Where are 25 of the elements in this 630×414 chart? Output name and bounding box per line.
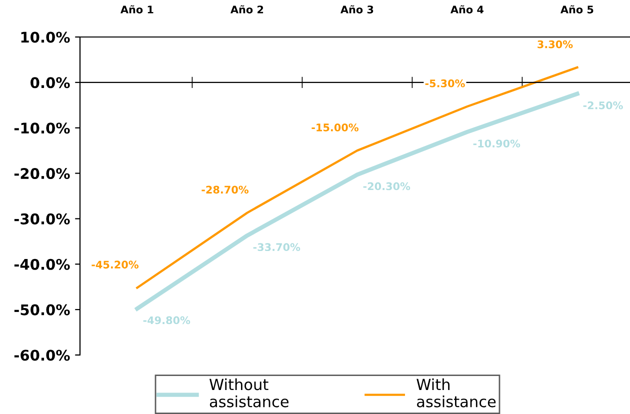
x-tick-label: Año 4 xyxy=(450,5,484,14)
y-tick-label: -40.0% xyxy=(14,258,70,270)
y-tick-label: -50.0% xyxy=(14,304,70,316)
y-tick-label: -30.0% xyxy=(14,213,70,224)
y-tick-label: 0.0% xyxy=(30,77,70,88)
y-tick-label: -10.0% xyxy=(14,122,70,134)
y-tick-label: -20.0% xyxy=(14,168,70,180)
x-tick-label: Año 5 xyxy=(560,5,594,14)
text: -5.30% xyxy=(425,79,465,88)
x-tick-label: Año 3 xyxy=(340,5,374,14)
text: -2.50% xyxy=(583,101,623,110)
text: -10.90% xyxy=(473,140,520,148)
text: -33.70% xyxy=(253,243,300,252)
text: -28.70% xyxy=(202,186,248,194)
text: -20.30% xyxy=(363,182,410,190)
text: -49.80% xyxy=(143,316,190,324)
y-tick-label: -60.0% xyxy=(14,350,70,361)
text: 3.30% xyxy=(538,40,573,48)
text: -15.00% xyxy=(312,123,358,132)
legend-label: With assistance xyxy=(416,378,496,408)
y-tick-label: 10.0% xyxy=(21,32,70,43)
x-tick-label: Año 1 xyxy=(120,5,154,14)
legend-label: Without assistance xyxy=(209,378,288,408)
x-tick-label: Año 2 xyxy=(230,5,264,14)
text: -45.20% xyxy=(92,260,138,269)
